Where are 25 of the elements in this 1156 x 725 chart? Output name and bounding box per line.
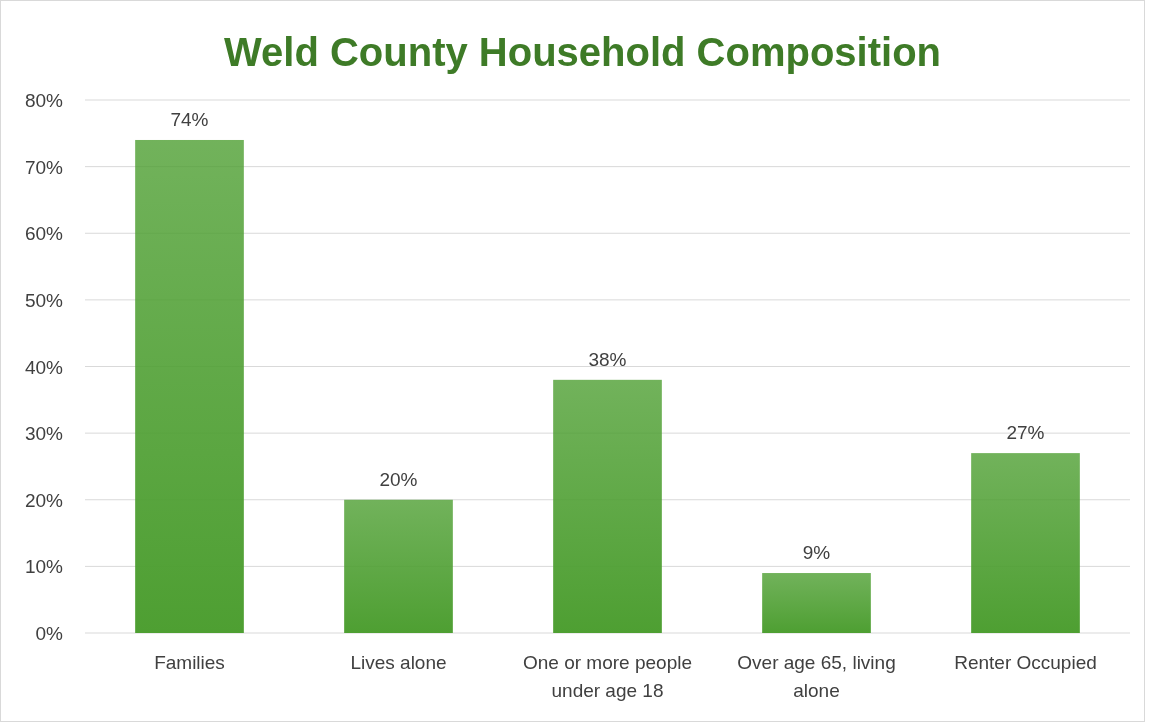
x-tick-label: Renter Occupied [954, 652, 1097, 673]
bar [553, 379, 662, 633]
y-tick-label: 80% [24, 90, 64, 111]
y-tick-label: 50% [24, 289, 64, 311]
x-tick-label: Lives alone [350, 652, 447, 673]
y-tick-label: 30% [24, 423, 64, 445]
y-tick-label: 70% [24, 156, 64, 178]
bar [344, 499, 453, 633]
y-tick-label: 60% [24, 223, 64, 245]
data-label: 74% [170, 108, 209, 130]
x-tick-label: Families [154, 652, 225, 673]
x-tick-label: One or more people under age 18 [523, 652, 692, 701]
y-tick-label: 10% [24, 556, 64, 578]
data-label: 9% [802, 542, 831, 564]
y-tick-label: 0% [35, 623, 64, 644]
data-label: 38% [588, 348, 627, 370]
bar [971, 453, 1080, 633]
chart-title: Weld County Household Composition [224, 30, 941, 74]
y-tick-label: 20% [24, 489, 64, 511]
bar [762, 573, 871, 633]
data-label: 27% [1006, 422, 1045, 444]
y-tick-label: 40% [24, 356, 64, 378]
bar [135, 139, 244, 633]
x-tick-label: Over age 65, living alone [737, 652, 896, 701]
data-label: 20% [379, 468, 418, 490]
